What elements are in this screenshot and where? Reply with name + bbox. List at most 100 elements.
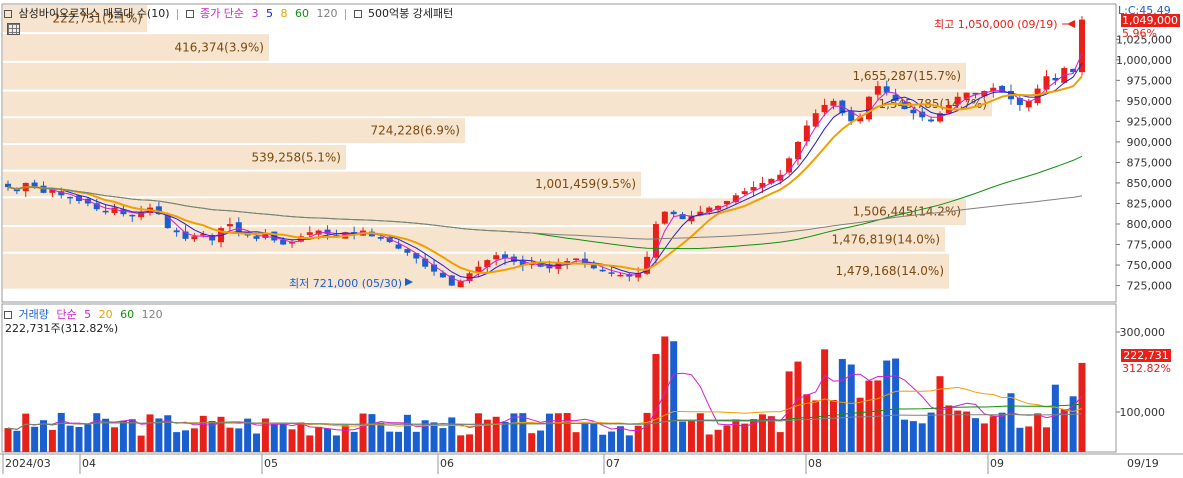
candle-body xyxy=(848,111,855,122)
volume-bar xyxy=(483,419,491,452)
volume-bar xyxy=(803,394,811,452)
volume-bar xyxy=(173,432,181,452)
volume-bar xyxy=(847,364,855,452)
price-tick-label: 775,000 xyxy=(1127,239,1173,252)
volume-bar xyxy=(634,425,642,452)
volume-bar xyxy=(1034,413,1042,452)
candle-body xyxy=(333,235,340,237)
candle-body xyxy=(173,230,180,233)
candle-body xyxy=(794,141,801,160)
candle-body xyxy=(200,233,207,236)
candle-body xyxy=(644,256,651,274)
volume-ma-20: 20 xyxy=(98,308,113,321)
legend-square-icon xyxy=(4,10,12,18)
candle-body xyxy=(803,125,810,142)
volume-bar xyxy=(812,400,820,452)
volume-bar xyxy=(767,416,775,452)
volume-bar xyxy=(1025,426,1033,452)
volume-bar xyxy=(190,428,198,452)
legend-square-icon xyxy=(4,311,12,319)
volume-bar xyxy=(279,423,287,452)
volume-bar xyxy=(954,410,962,452)
candle-body xyxy=(129,214,136,217)
volume-bar xyxy=(324,428,332,452)
price-tick-label: 725,000 xyxy=(1127,280,1173,293)
volume-bar xyxy=(182,430,190,452)
candle-body xyxy=(928,119,935,122)
volume-bar xyxy=(261,418,269,452)
volume-bar xyxy=(519,413,527,452)
volume-bar xyxy=(40,420,48,452)
candle-body xyxy=(235,222,242,233)
volume-bar xyxy=(501,421,509,452)
high-arrow-icon xyxy=(1067,20,1075,28)
volume-bar xyxy=(244,418,252,452)
price-tick-label: 850,000 xyxy=(1127,177,1173,190)
candle-body xyxy=(386,237,393,243)
volume-bar xyxy=(430,422,438,452)
candle-body xyxy=(155,206,162,215)
volume-bar xyxy=(474,413,482,452)
price-tick-label: 925,000 xyxy=(1127,115,1173,128)
price-tick-label: 1,000,000 xyxy=(1116,54,1172,67)
price-tick-label: 900,000 xyxy=(1127,136,1173,149)
volume-bar xyxy=(368,414,376,452)
ma-label[interactable]: 종가 단순 xyxy=(200,7,244,20)
x-tick-label: 04 xyxy=(82,457,96,470)
candle-body xyxy=(919,111,926,118)
volume-profile-label: 1,506,445(14.2%) xyxy=(852,205,961,219)
volume-bar xyxy=(883,360,891,452)
volume-bar xyxy=(510,413,518,452)
volume-bar xyxy=(288,429,296,452)
candle-body xyxy=(431,264,438,272)
volume-bar xyxy=(57,412,65,452)
candle-body xyxy=(981,91,988,97)
grid-icon[interactable] xyxy=(7,23,20,35)
volume-bar xyxy=(838,359,846,452)
volume-bar xyxy=(359,413,367,452)
volume-bar xyxy=(1042,427,1050,452)
volume-bar xyxy=(572,432,580,452)
volume-bar xyxy=(4,428,12,452)
volume-ma-label[interactable]: 단순 xyxy=(56,308,77,321)
candle-body xyxy=(963,92,970,99)
volume-bar xyxy=(164,415,172,452)
candle-body xyxy=(395,244,402,249)
volume-bar xyxy=(297,422,305,452)
volume-bar xyxy=(705,434,713,452)
legend-separator xyxy=(345,8,346,20)
volume-bar xyxy=(794,361,802,452)
current-change-tag: 5.96% xyxy=(1122,27,1157,40)
volume-bar xyxy=(661,336,669,452)
candle-body xyxy=(732,195,739,203)
price-tick-label: 950,000 xyxy=(1127,95,1173,108)
candle-body xyxy=(652,224,659,258)
candle-body xyxy=(723,201,730,205)
pattern-label[interactable]: 500억봉 강세패턴 xyxy=(368,7,454,20)
volume-bar xyxy=(652,353,660,452)
moving-average-line xyxy=(7,63,1083,279)
volume-ma-line xyxy=(7,413,1083,430)
ma-period-3: 3 xyxy=(251,7,259,20)
volume-bar xyxy=(927,412,935,452)
x-tick-label: 06 xyxy=(440,457,454,470)
ma-period-60: 60 xyxy=(295,7,309,20)
volume-bar xyxy=(421,420,429,452)
volume-bar xyxy=(1069,396,1077,452)
volume-bar xyxy=(936,376,944,452)
candle-body xyxy=(457,281,464,288)
candle-body xyxy=(422,258,429,267)
volume-title[interactable]: 거래량 xyxy=(18,308,49,321)
volume-bar xyxy=(48,429,56,452)
main-legend: 삼성바이오로직스 매물대 수(10) 종가 단순 3 5 8 60 120 50… xyxy=(4,5,453,21)
candle-body xyxy=(892,94,899,101)
candle-body xyxy=(111,207,118,214)
volume-profile-band xyxy=(3,198,966,226)
volume-bar xyxy=(998,412,1006,452)
candle-body xyxy=(502,254,509,259)
candle-body xyxy=(1052,77,1059,81)
volume-bar xyxy=(217,416,225,452)
chart-title[interactable]: 삼성바이오로직스 매물대 수(10) xyxy=(18,7,170,20)
